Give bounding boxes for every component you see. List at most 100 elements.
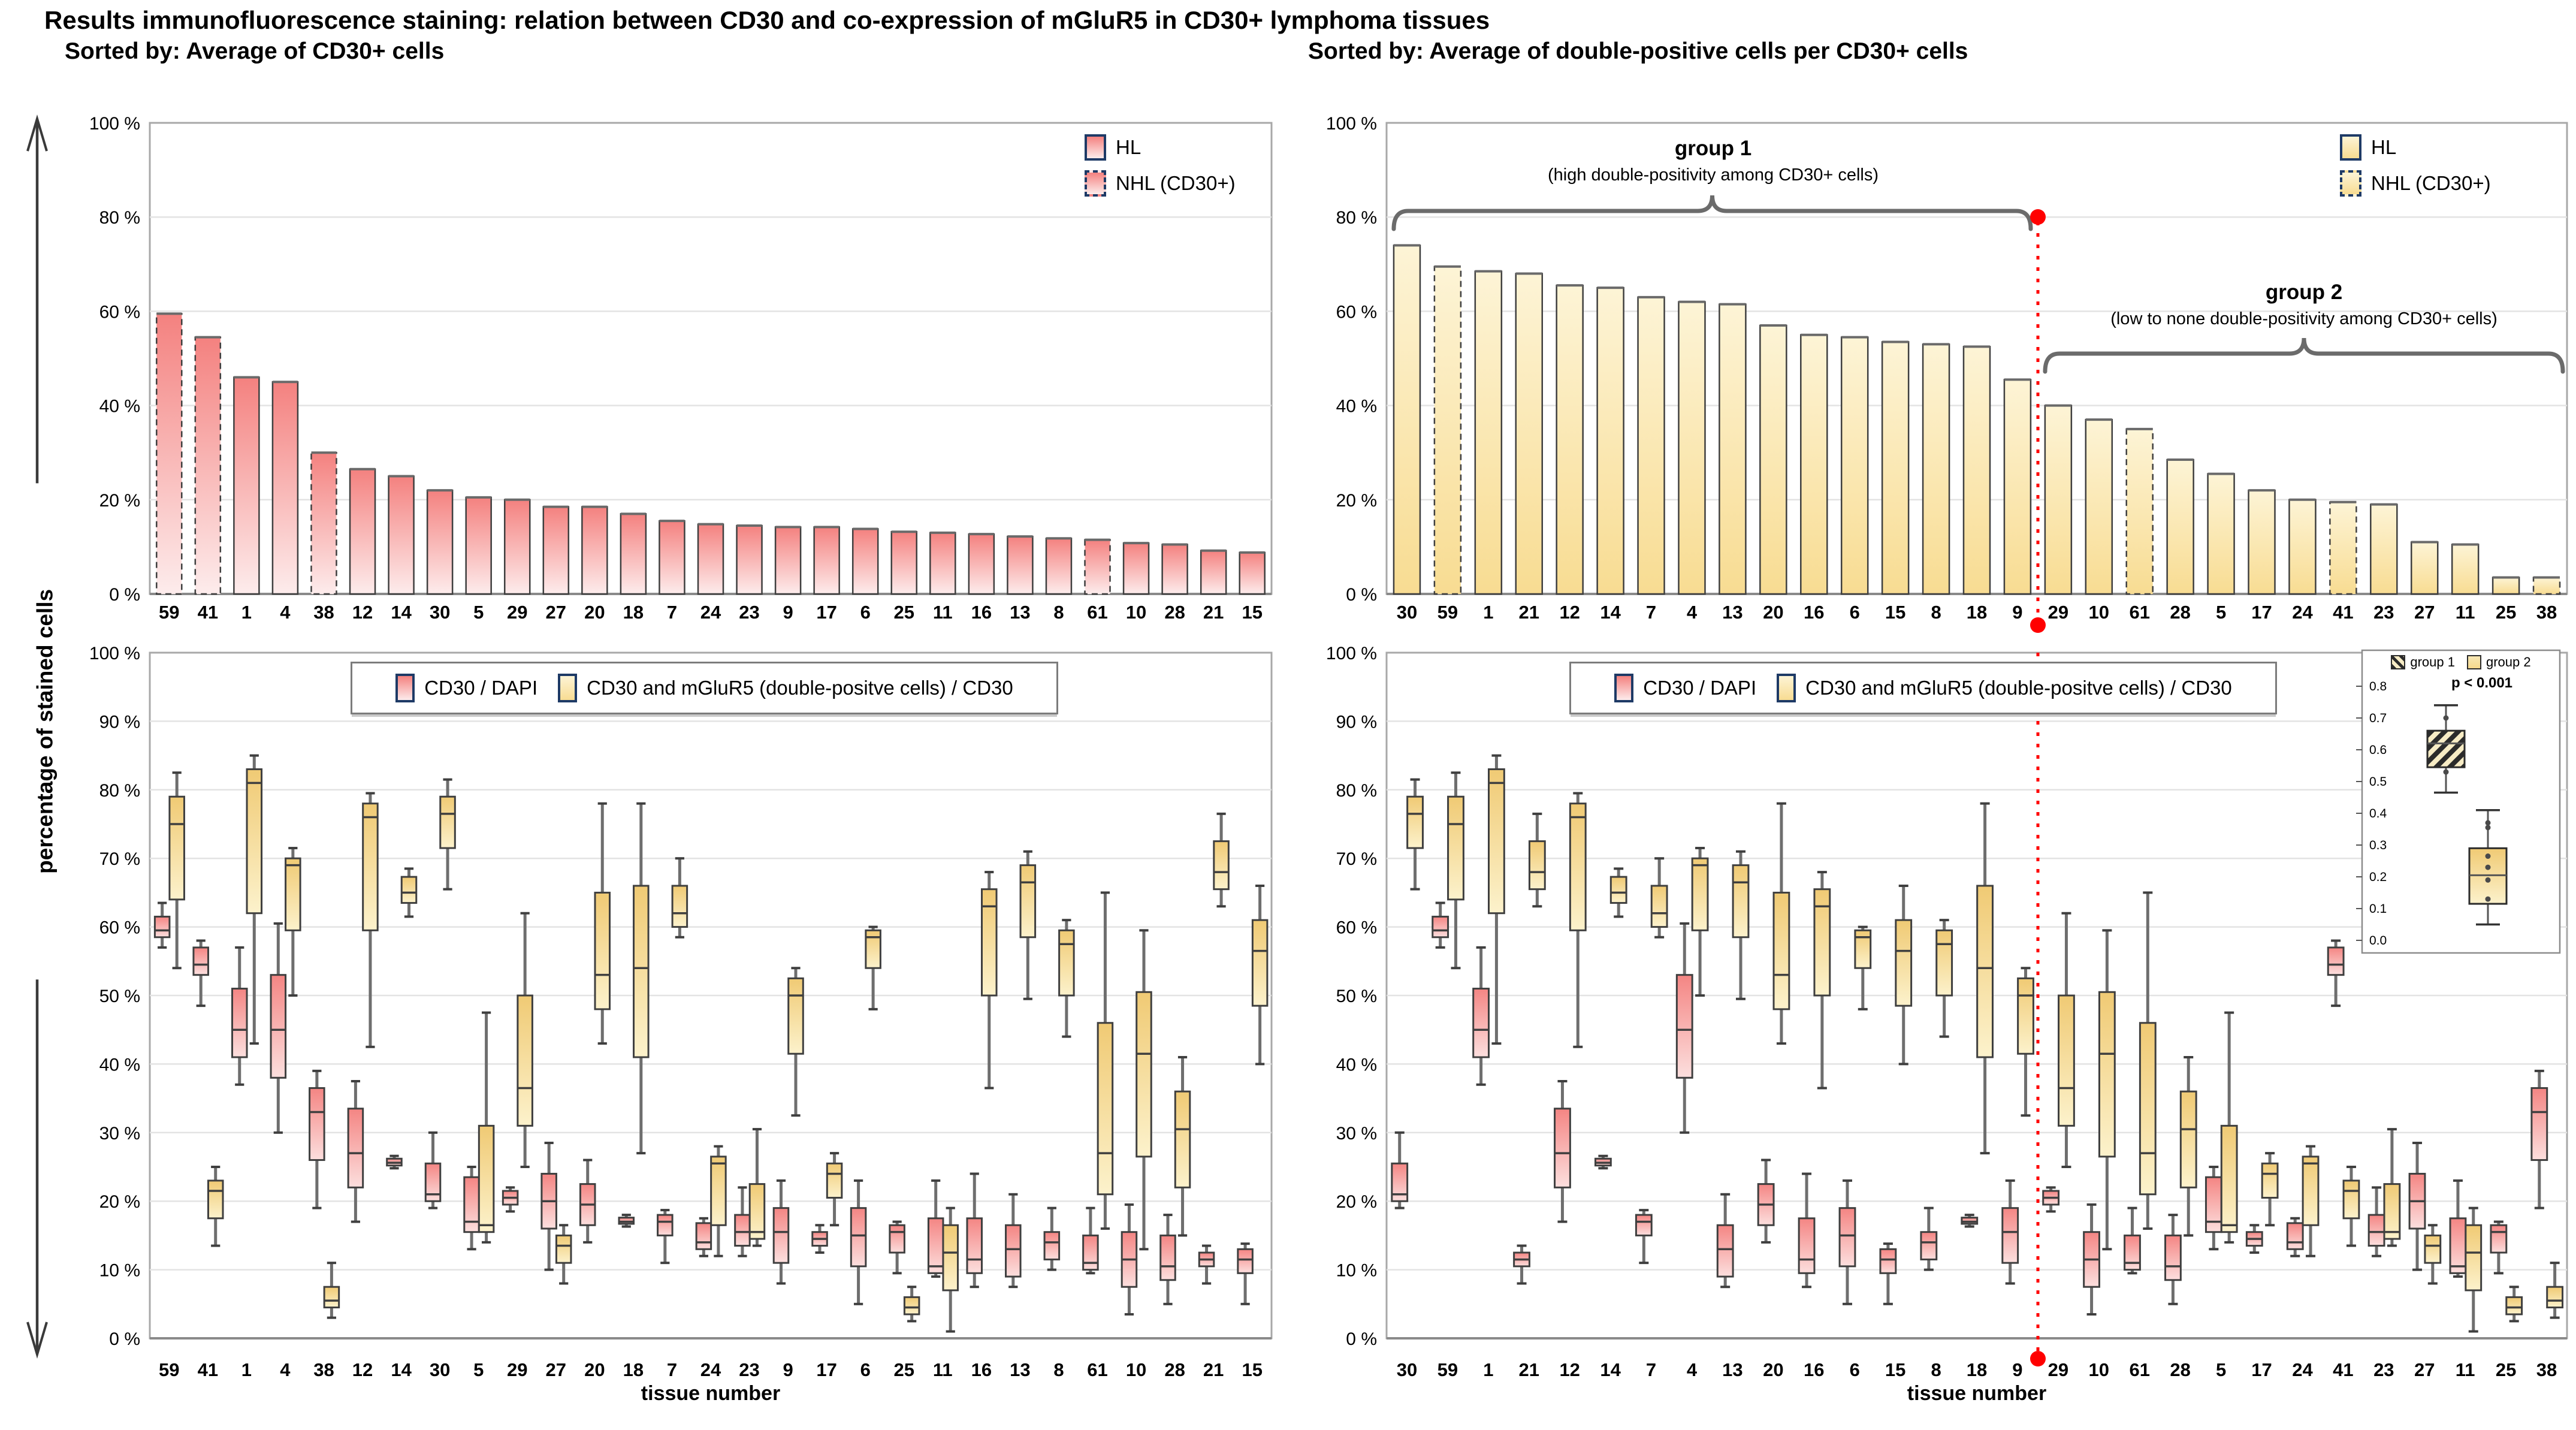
box-17-dp (826, 1162, 843, 1199)
category-label: 28 (1164, 602, 1185, 623)
bar-23 (736, 524, 763, 595)
bar-15 (1881, 341, 1910, 595)
nhl-swatch (1085, 170, 1106, 197)
box-16-cd30 (1798, 1217, 1816, 1274)
category-label: 8 (1931, 602, 1941, 623)
category-label: 29 (507, 602, 527, 623)
box-4-cd30 (1675, 974, 1693, 1079)
inset-tick-label: 0.2 (2369, 870, 2387, 884)
group-brace (1391, 195, 2033, 231)
bar-41 (194, 336, 222, 595)
box-9-dp (2017, 977, 2034, 1055)
bar-38 (310, 451, 337, 595)
box-1-dp (246, 768, 263, 915)
box-20-dp (1772, 891, 1790, 1010)
category-label: 6 (860, 602, 871, 623)
category-label: 59 (159, 1359, 179, 1380)
category-label: 12 (1559, 1359, 1580, 1380)
category-label: 10 (2089, 602, 2109, 623)
box-24-dp (2302, 1156, 2320, 1226)
red-dot (2030, 209, 2046, 225)
box-24-cd30 (695, 1222, 712, 1250)
legend-bottom-right: CD30 / DAPI CD30 and mGluR5 (double-posi… (1569, 662, 2277, 714)
category-label: 4 (280, 602, 291, 623)
box-15-dp (1895, 919, 1913, 1007)
y-tick-label: 0 % (109, 585, 140, 605)
category-label: 8 (1053, 602, 1064, 623)
category-label: 28 (2170, 602, 2190, 623)
legend-item-cd30: CD30 / DAPI (395, 674, 537, 702)
category-label: 59 (1438, 602, 1458, 623)
bar-9 (774, 526, 802, 595)
bar-11 (929, 532, 956, 595)
category-label: 4 (1687, 1359, 1698, 1380)
y-tick-label: 40 % (99, 397, 140, 417)
red-divider (2030, 209, 2046, 1366)
box-23-dp (748, 1183, 766, 1240)
box-1-cd30 (1472, 988, 1490, 1058)
category-label: 30 (430, 1359, 450, 1380)
category-label: 1 (241, 602, 252, 623)
y-tick-label: 100 % (1326, 644, 1377, 663)
box-23-cd30 (2367, 1214, 2385, 1247)
legend-item-dp: CD30 and mGluR5 (double-positve cells) /… (558, 674, 1013, 702)
category-label: 1 (241, 1359, 252, 1380)
box-5-dp (2220, 1124, 2238, 1233)
category-label: 18 (623, 602, 644, 623)
bar-59 (1433, 266, 1462, 595)
x-axis-title-right: tissue number (1907, 1382, 2047, 1405)
inset-legend-group2: group 2 (2467, 654, 2531, 670)
category-label: 30 (1397, 1359, 1417, 1380)
category-label: 25 (2496, 602, 2516, 623)
y-tick-label: 10 % (99, 1261, 140, 1281)
bar-30 (1393, 245, 1421, 595)
y-tick-label: 30 % (1336, 1124, 1377, 1144)
y-tick-label: 90 % (1336, 712, 1377, 732)
y-tick-label: 80 % (1336, 208, 1377, 228)
legend-item-hl: HL (1085, 134, 1236, 161)
category-label: 8 (1053, 1359, 1064, 1380)
box-13-dp (1019, 864, 1037, 939)
category-label: 10 (1126, 1359, 1146, 1380)
category-label: 16 (971, 602, 992, 623)
box-28-cd30 (2164, 1234, 2182, 1281)
inset-tick-label: 0.6 (2369, 743, 2387, 757)
y-tick-label: 0 % (1346, 1329, 1377, 1349)
box-4-cd30 (270, 974, 287, 1079)
category-label: 7 (1646, 602, 1656, 623)
box-5-cd30 (463, 1176, 480, 1233)
inset-legend: group 1 group 2 (2362, 654, 2560, 670)
category-label: 41 (198, 1359, 218, 1380)
dp-swatch (1777, 674, 1796, 702)
box-5-dp (478, 1124, 495, 1233)
box-30-dp (1406, 795, 1424, 849)
legend-item-nhl: NHL (CD30+) (1085, 170, 1236, 197)
annotations (1391, 195, 2565, 374)
box-24-dp (710, 1156, 727, 1226)
category-label: 5 (473, 602, 484, 623)
category-label: 41 (198, 602, 218, 623)
category-label: 17 (2251, 602, 2272, 623)
category-label: 27 (2414, 602, 2435, 623)
y-tick-label: 50 % (99, 986, 140, 1006)
category-label: 4 (1687, 602, 1698, 623)
box-6-cd30 (1838, 1207, 1856, 1268)
group1-swatch (2391, 655, 2406, 669)
bar-8 (1045, 538, 1073, 595)
category-label: 23 (739, 602, 759, 623)
y-tick-label: 90 % (99, 712, 140, 732)
group2-label: group 2 (2265, 280, 2343, 304)
category-label: 20 (1763, 1359, 1783, 1380)
box-24-cd30 (2286, 1222, 2304, 1250)
category-label: 20 (584, 1359, 605, 1380)
inset-point (2485, 864, 2491, 870)
box-7-cd30 (657, 1214, 674, 1236)
category-label: 13 (1010, 1359, 1030, 1380)
category-label: 11 (2456, 602, 2475, 623)
category-label: 30 (430, 602, 450, 623)
category-label: 14 (391, 602, 412, 623)
box-18-dp (633, 885, 650, 1058)
category-label: 61 (2129, 1359, 2149, 1380)
bar-14 (388, 475, 415, 595)
